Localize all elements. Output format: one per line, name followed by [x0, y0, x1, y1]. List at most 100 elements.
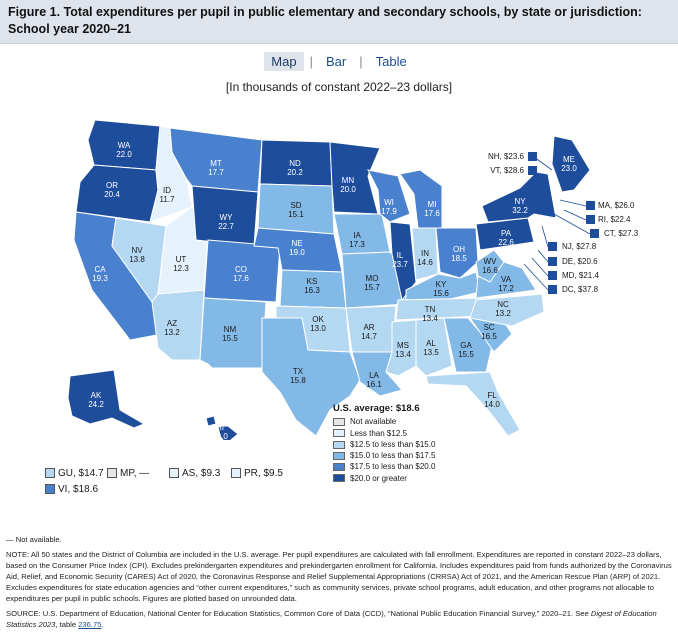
map-legend: U.S. average: $18.6 Not available Less th…: [333, 403, 463, 484]
territory-as[interactable]: AS, $9.3: [169, 468, 231, 479]
tab-bar[interactable]: Bar: [325, 53, 347, 69]
state-abbr-label: AR: [363, 323, 374, 332]
state-shape-oh[interactable]: [435, 227, 479, 279]
callout-swatch[interactable]: [586, 215, 595, 224]
state-value-label: 20.4: [104, 190, 120, 199]
legend-swatch: [333, 429, 345, 438]
state-value-label: 17.7: [208, 168, 224, 177]
state-abbr-label: ID: [163, 186, 171, 195]
state-shape-wv[interactable]: [475, 249, 505, 283]
state-abbr-label: NY: [514, 197, 526, 206]
state-shape-mi[interactable]: [399, 169, 443, 229]
tab-separator: |: [359, 53, 363, 69]
legend-item: Not available: [333, 416, 463, 427]
legend-item: $15.0 to less than $17.5: [333, 450, 463, 461]
state-value-label: 13.4: [422, 314, 438, 323]
state-shape-ga[interactable]: [443, 317, 493, 373]
callout-swatch[interactable]: [586, 201, 595, 210]
state-value-label: 19.3: [92, 274, 108, 283]
callout-swatch[interactable]: [548, 257, 557, 266]
state-abbr-label: SD: [290, 201, 301, 210]
state-abbr-label: IN: [421, 249, 429, 258]
state-value-label: 16.6: [482, 266, 498, 275]
note-text: NOTE: All 50 states and the District of …: [6, 550, 672, 603]
territory-swatch: [45, 484, 55, 494]
state-shape-al[interactable]: [415, 317, 453, 377]
state-shape-tx[interactable]: [261, 317, 361, 437]
legend-label: $20.0 or greater: [350, 473, 407, 483]
legend-label: $17.5 to less than $20.0: [350, 462, 436, 472]
state-value-label: 15.5: [222, 334, 238, 343]
state-abbr-label: IL: [397, 251, 404, 260]
tab-separator: |: [309, 53, 313, 69]
callout-leader-line: [563, 209, 587, 221]
state-abbr-label: KY: [436, 280, 447, 289]
state-value-label: 19.0: [289, 248, 305, 257]
state-abbr-label: OK: [312, 315, 324, 324]
state-abbr-label: UT: [176, 255, 187, 264]
state-value-label: 23.0: [561, 164, 577, 173]
legend-swatch: [333, 463, 345, 472]
callout-label: NH, $23.6: [488, 152, 525, 161]
state-value-label: 17.3: [349, 240, 365, 249]
territory-mp[interactable]: MP, —: [107, 468, 169, 479]
state-abbr-label: ME: [563, 155, 575, 164]
state-abbr-label: GA: [460, 341, 472, 350]
state-abbr-label: AK: [91, 391, 102, 400]
legend-swatch: [333, 417, 345, 426]
state-shape-fl[interactable]: [425, 371, 521, 437]
state-value-label: 11.7: [160, 195, 176, 204]
callout-label: RI, $22.4: [598, 215, 631, 224]
state-shape-nc[interactable]: [469, 293, 545, 327]
state-value-label: 13.5: [423, 348, 439, 357]
territories-legend: GU, $14.7 MP, — AS, $9.3 PR, $9.5 VI, $1…: [45, 465, 325, 497]
callout-swatch[interactable]: [528, 166, 537, 175]
legend-swatch: [333, 451, 345, 460]
state-abbr-label: ND: [289, 159, 301, 168]
callout-swatch[interactable]: [548, 285, 557, 294]
legend-swatch: [333, 474, 345, 483]
callout-label: MA, $26.0: [598, 201, 635, 210]
territory-vi[interactable]: VI, $18.6: [45, 484, 107, 495]
state-abbr-label: NC: [497, 300, 509, 309]
territory-swatch: [231, 468, 241, 478]
us-average-label: U.S. average: $18.6: [333, 403, 420, 414]
legend-label: $15.0 to less than $17.5: [350, 451, 436, 461]
state-value-label: 13.2: [164, 328, 180, 337]
tab-map[interactable]: Map: [264, 51, 304, 71]
state-abbr-label: MT: [210, 159, 222, 168]
tab-table[interactable]: Table: [375, 53, 407, 69]
state-abbr-label: WY: [220, 213, 234, 222]
callout-swatch[interactable]: [548, 242, 557, 251]
callout-swatch[interactable]: [548, 271, 557, 280]
callout-swatch[interactable]: [590, 229, 599, 238]
territory-pr[interactable]: PR, $9.5: [231, 468, 293, 479]
state-abbr-label: IA: [353, 231, 361, 240]
state-value-label: 17.9: [381, 207, 397, 216]
state-value-label: 17.6: [424, 209, 440, 218]
legend-item: $12.5 to less than $15.0: [333, 439, 463, 450]
territory-gu[interactable]: GU, $14.7: [45, 468, 107, 479]
state-shape-az[interactable]: [151, 289, 205, 361]
source-table-link[interactable]: 236.75: [78, 620, 102, 629]
state-value-label: 15.8: [290, 376, 306, 385]
state-value-label: 12.3: [173, 264, 189, 273]
state-shape-ny[interactable]: [481, 171, 557, 223]
source-text: SOURCE: U.S. Department of Education, Na…: [6, 609, 657, 629]
callout-swatch[interactable]: [528, 152, 537, 161]
state-shape-nm[interactable]: [199, 297, 267, 369]
state-value-label: 22.6: [498, 238, 514, 247]
state-abbr-label: TN: [425, 305, 436, 314]
state-shape-hi[interactable]: [205, 415, 239, 440]
territory-swatch: [107, 468, 117, 478]
callout-label: VT, $28.6: [490, 166, 524, 175]
state-shape-me[interactable]: [551, 135, 591, 193]
callout-leader-line: [537, 249, 549, 263]
state-abbr-label: MN: [342, 176, 355, 185]
legend-label: Not available: [350, 417, 397, 427]
state-shape-ak[interactable]: [67, 369, 146, 429]
legend-item: Less than $12.5: [333, 428, 463, 439]
figure-notes: — Not available. NOTE: All 50 states and…: [6, 534, 674, 634]
state-abbr-label: NE: [291, 239, 302, 248]
